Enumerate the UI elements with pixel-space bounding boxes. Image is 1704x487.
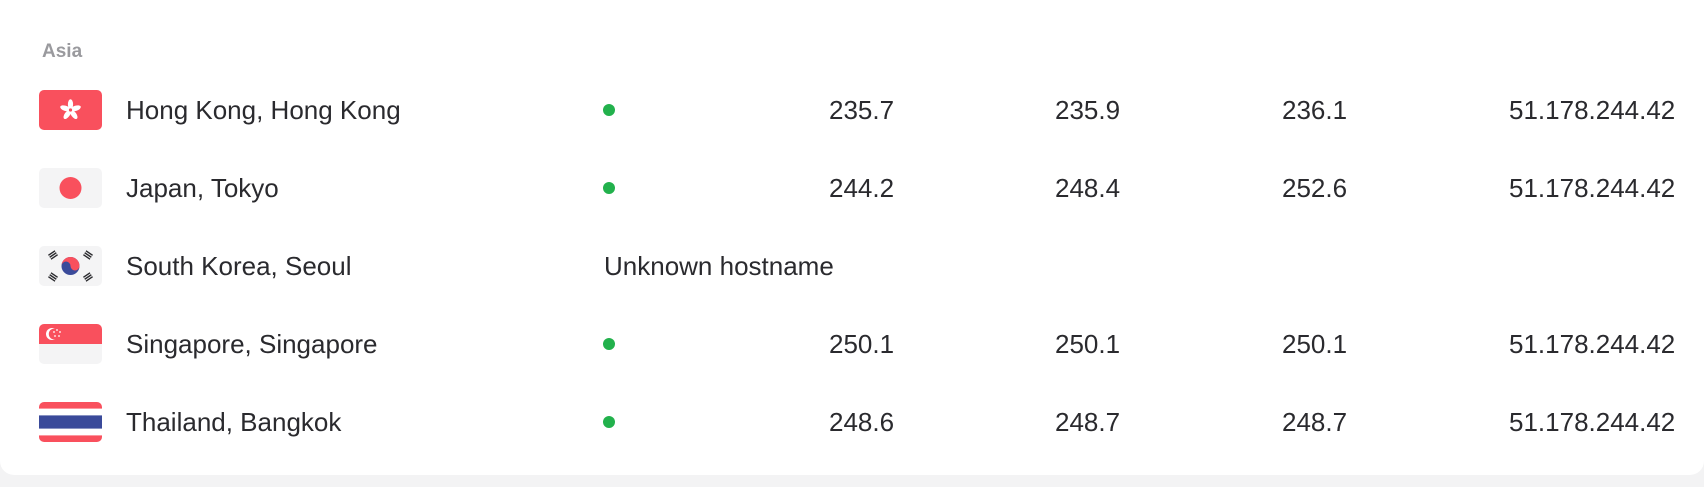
thailand-flag-icon bbox=[39, 402, 102, 442]
ping-value-2: 248.4 bbox=[1055, 173, 1121, 203]
server-location: Singapore, Singapore bbox=[126, 329, 378, 359]
server-ip: 51.178.244.42 bbox=[1509, 173, 1676, 203]
server-ip: 51.178.244.42 bbox=[1509, 329, 1676, 359]
server-ip: 51.178.244.42 bbox=[1509, 95, 1676, 125]
server-location: Hong Kong, Hong Kong bbox=[126, 95, 401, 125]
ping-value-1: 244.2 bbox=[829, 173, 895, 203]
ping-value-2: 235.9 bbox=[1055, 95, 1121, 125]
hong-kong-flag-icon bbox=[39, 90, 102, 130]
server-list-card: Asia Hong Kong, Hong Kong 235.7 235.9 23… bbox=[0, 0, 1704, 475]
server-location: South Korea, Seoul bbox=[126, 251, 352, 281]
ping-value-1: 248.6 bbox=[829, 407, 895, 437]
status-online-indicator bbox=[603, 182, 615, 194]
ping-value-1: 250.1 bbox=[829, 329, 895, 359]
ping-value-3: 248.7 bbox=[1282, 407, 1348, 437]
status-online-indicator bbox=[603, 104, 615, 116]
ping-value-3: 252.6 bbox=[1282, 173, 1348, 203]
south-korea-flag-icon bbox=[39, 246, 102, 286]
status-online-indicator bbox=[603, 416, 615, 428]
ping-value-3: 250.1 bbox=[1282, 329, 1348, 359]
ping-value-2: 250.1 bbox=[1055, 329, 1121, 359]
status-error-text: Unknown hostname bbox=[604, 251, 834, 281]
server-row-japan: Japan, Tokyo 244.2 248.4 252.6 51.178.24… bbox=[0, 158, 1704, 218]
japan-flag-icon bbox=[39, 168, 102, 208]
singapore-flag-icon bbox=[39, 324, 102, 364]
server-ip: 51.178.244.42 bbox=[1509, 407, 1676, 437]
server-row-thailand: Thailand, Bangkok 248.6 248.7 248.7 51.1… bbox=[0, 392, 1704, 452]
ping-value-3: 236.1 bbox=[1282, 95, 1348, 125]
server-row-hong-kong: Hong Kong, Hong Kong 235.7 235.9 236.1 5… bbox=[0, 80, 1704, 140]
server-row-south-korea: South Korea, Seoul Unknown hostname bbox=[0, 236, 1704, 296]
ping-value-1: 235.7 bbox=[829, 95, 895, 125]
region-title: Asia bbox=[42, 41, 83, 62]
server-location: Thailand, Bangkok bbox=[126, 407, 342, 437]
ping-value-2: 248.7 bbox=[1055, 407, 1121, 437]
server-row-singapore: Singapore, Singapore 250.1 250.1 250.1 5… bbox=[0, 314, 1704, 374]
status-online-indicator bbox=[603, 338, 615, 350]
server-location: Japan, Tokyo bbox=[126, 173, 279, 203]
